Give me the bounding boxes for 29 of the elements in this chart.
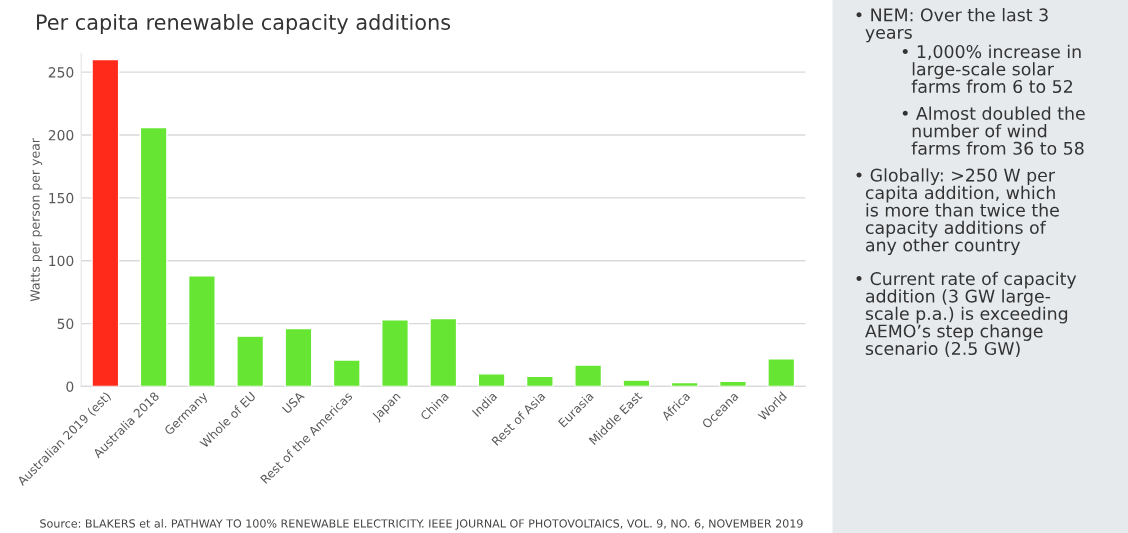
y-tick-label: 200 [48, 129, 74, 141]
y-tick-label: 100 [49, 255, 74, 267]
text: • 1,000% increase in large-scale solar farms from 6 to 52 [902, 44, 1081, 94]
bar [139, 126, 168, 387]
y-tick-label: 150 [49, 192, 74, 204]
bar [236, 335, 265, 387]
bar [477, 373, 506, 387]
y-tick-label: 250 [48, 67, 74, 78]
x-tick-label: USA [281, 390, 305, 414]
bar [622, 379, 651, 387]
bar [429, 317, 458, 387]
y-tick-label: 50 [57, 318, 74, 330]
chart-title: Per capita renewable capacity additions [37, 13, 451, 35]
text: • Almost doubled the number of wind farms from 36 to 58 [902, 106, 1085, 155]
bar [284, 327, 313, 387]
bar [670, 381, 699, 387]
text: • Globally: >250 W per capita addition, which is more than twice the capacity additions of any other country [856, 168, 1059, 255]
bar [332, 359, 361, 387]
bar [574, 364, 603, 387]
bar [187, 275, 216, 387]
y-tick-label: 0 [66, 381, 74, 392]
source-note: Source: BLAKERS et al. PATHWAY TO 100% RENEWABLE ELECTRICITY. IEEE JOURNAL OF PHOTOVOLTAICS, VOL. 9, NO. 6, NOVEMBER 2019 [40, 519, 803, 530]
text: • Current rate of capacity addition (3 GW large- scale p.a.) is exceeding AEMO’s step change scenario (2.5 GW) [856, 271, 1077, 358]
bar [525, 375, 554, 387]
bar [767, 358, 796, 387]
bar [91, 58, 120, 387]
bar [381, 319, 409, 387]
text: • NEM: Over the last 3 years [856, 7, 1048, 43]
y-axis-title: Watts per person per year [30, 138, 43, 302]
